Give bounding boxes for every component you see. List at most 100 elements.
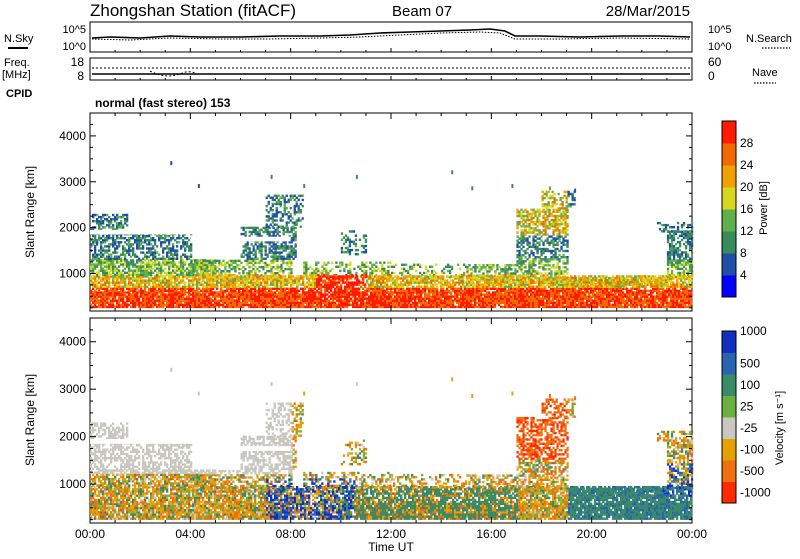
power-cell <box>388 286 390 288</box>
power-cell <box>540 304 542 306</box>
power-cell <box>160 243 162 245</box>
power-cell <box>574 290 576 292</box>
power-cell <box>330 286 332 288</box>
power-cell <box>232 284 234 286</box>
power-cell <box>546 298 548 300</box>
power-cell <box>474 298 476 300</box>
power-cell <box>434 304 436 306</box>
power-cell <box>168 261 170 263</box>
power-cell <box>476 290 478 292</box>
power-cell <box>180 268 182 270</box>
power-cell <box>140 304 142 306</box>
power-cell <box>352 286 354 288</box>
power-cell <box>598 293 600 295</box>
power-cell <box>180 293 182 295</box>
power-cell <box>100 265 102 267</box>
power-cell <box>424 302 426 304</box>
power-cell <box>220 290 222 292</box>
power-cell <box>480 298 482 300</box>
power-cell <box>160 279 162 281</box>
power-cell <box>100 291 102 293</box>
power-cell <box>378 304 380 306</box>
power-cell <box>506 304 508 306</box>
power-cell <box>624 300 626 302</box>
power-cell <box>436 286 438 288</box>
power-cell <box>482 284 484 286</box>
power-cell <box>418 275 420 277</box>
power-cell <box>342 304 344 306</box>
power-cell <box>372 284 374 286</box>
power-cell <box>146 268 148 270</box>
power-cell <box>232 286 234 288</box>
power-cell <box>132 302 134 304</box>
power-cell <box>582 298 584 300</box>
power-cell <box>620 304 622 306</box>
power-cell <box>134 279 136 281</box>
power-cell <box>552 284 554 286</box>
power-cell <box>126 243 128 245</box>
power-cell <box>116 300 118 302</box>
power-cell <box>282 284 284 286</box>
power-cell <box>250 286 252 288</box>
power-cell <box>188 247 190 249</box>
power-cell <box>466 298 468 300</box>
power-cell <box>518 286 520 288</box>
power-cell <box>570 304 572 306</box>
power-cell <box>528 302 530 304</box>
power-cell <box>438 298 440 300</box>
power-cell <box>476 298 478 300</box>
power-cell <box>160 265 162 267</box>
power-cell <box>112 304 114 306</box>
power-cell <box>152 245 154 247</box>
power-cell <box>346 279 348 281</box>
power-cell <box>542 304 544 306</box>
power-cell <box>630 304 632 306</box>
power-cell <box>294 279 296 281</box>
power-cell <box>572 290 574 292</box>
power-cell <box>136 284 138 286</box>
power-cell <box>428 290 430 292</box>
power-cell <box>162 258 164 260</box>
power-cell <box>92 263 94 265</box>
power-cell <box>152 302 154 304</box>
power-cell <box>408 298 410 300</box>
power-cell <box>230 284 232 286</box>
power-cell <box>302 290 304 292</box>
power-cell <box>258 284 260 286</box>
power-cell <box>604 302 606 304</box>
power-cell <box>466 286 468 288</box>
power-cell <box>460 293 462 295</box>
power-cell <box>240 298 242 300</box>
power-cell <box>190 243 192 245</box>
power-cell <box>534 298 536 300</box>
power-cell <box>130 306 132 308</box>
power-cell <box>188 245 190 247</box>
power-cell <box>556 293 558 295</box>
power-cell <box>510 295 512 297</box>
power-cell <box>248 293 250 295</box>
power-cell <box>328 295 330 297</box>
power-cell <box>210 298 212 300</box>
power-cell <box>264 298 266 300</box>
power-cell <box>346 302 348 304</box>
power-cell <box>196 302 198 304</box>
power-cell <box>174 290 176 292</box>
power-cell <box>178 274 180 276</box>
power-cell <box>302 284 304 286</box>
power-cell <box>286 293 288 295</box>
power-cell <box>206 286 208 288</box>
power-cell <box>90 279 92 281</box>
power-cell <box>362 284 364 286</box>
power-cell <box>120 279 122 281</box>
power-cell <box>114 256 116 258</box>
power-cell <box>514 284 516 286</box>
power-cell <box>400 286 402 288</box>
power-cell <box>184 284 186 286</box>
power-cell <box>108 302 110 304</box>
power-cell <box>666 290 668 292</box>
power-cell <box>438 293 440 295</box>
power-cell <box>176 290 178 292</box>
power-cell <box>186 298 188 300</box>
power-cell <box>500 284 502 286</box>
power-cell <box>166 239 168 241</box>
